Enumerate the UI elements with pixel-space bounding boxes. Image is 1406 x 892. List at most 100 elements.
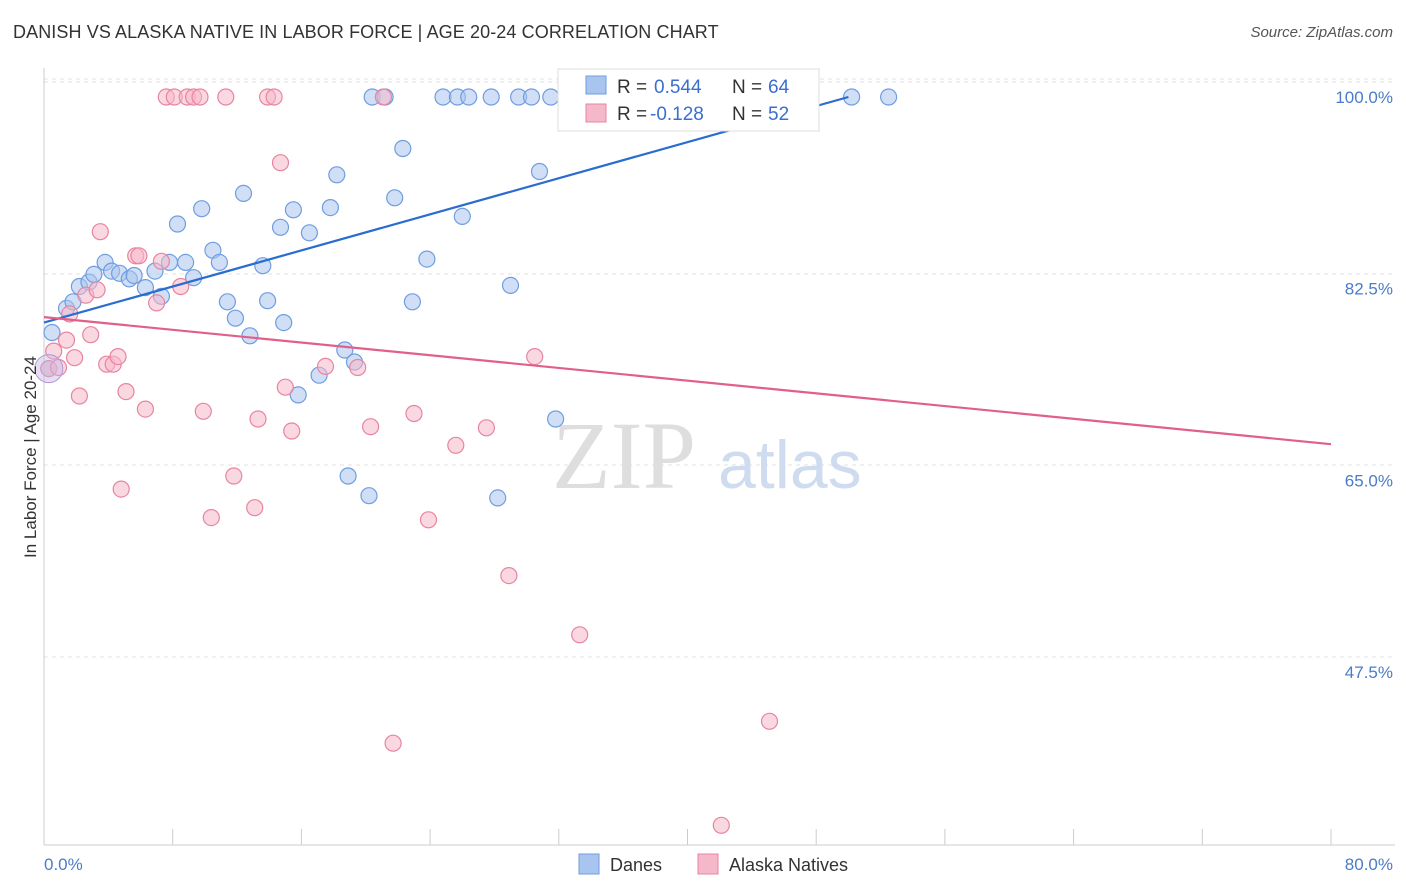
- alaska-natives-point-15: [117, 383, 135, 401]
- alaska-natives-point-43: [405, 404, 423, 423]
- danes-point-41: [386, 189, 404, 207]
- x-tick-label-max: 80.0%: [1345, 855, 1393, 874]
- series-legend-swatch-alaska: [697, 853, 719, 875]
- alaska-natives-point-39: [349, 358, 367, 377]
- trend-lines: [43, 95, 1332, 446]
- danes-point-29: [284, 201, 302, 219]
- chart-title: DANISH VS ALASKA NATIVE IN LABOR FORCE |…: [13, 22, 719, 42]
- watermark-zip: ZIP: [552, 402, 696, 509]
- alaska-natives-point-31: [246, 499, 264, 517]
- alaska-natives-point-37: [283, 422, 301, 440]
- alaska-natives-point-35: [271, 154, 290, 172]
- correlation-legend: R = 0.544 N = 64 R = -0.128 N = 52: [557, 68, 820, 132]
- alaska-natives-point-6: [70, 387, 89, 405]
- x-ticks: [43, 829, 1332, 845]
- legend-r-value-alaska: -0.128: [650, 104, 704, 125]
- alaska-natives-point-8: [82, 326, 100, 344]
- alaska-natives-point-36: [276, 378, 294, 396]
- danes-point-33: [321, 199, 339, 217]
- danes-point-10: [125, 266, 143, 285]
- alaska-natives-point-51: [760, 712, 779, 730]
- danes-point-20: [210, 253, 228, 271]
- legend-r-label-danes: R =: [617, 77, 647, 98]
- alaska-natives-point-9: [88, 281, 106, 299]
- alaska-natives-point-20: [152, 252, 170, 270]
- legend-swatch-alaska: [585, 103, 607, 123]
- legend-n-value-danes: 64: [768, 77, 790, 98]
- danes-point-48: [460, 88, 478, 106]
- grid-lines: [44, 78, 1395, 658]
- alaska-natives-point-48: [526, 348, 544, 366]
- danes-point-53: [522, 88, 541, 106]
- alaska-natives-point-40: [362, 418, 380, 436]
- danes-point-31: [300, 224, 318, 242]
- alaska-natives-point-45: [447, 436, 465, 454]
- danes-point-47: [453, 207, 471, 225]
- danes-point-21: [218, 293, 236, 311]
- alaska-natives-point-3: [57, 331, 76, 349]
- legend-n-label-alaska: N =: [732, 104, 762, 125]
- danes-point-50: [489, 489, 507, 507]
- alaska-natives-point-13: [109, 348, 127, 366]
- danes-point-22: [226, 309, 244, 327]
- danes-point-49: [482, 88, 500, 106]
- danes-point-54: [530, 162, 549, 181]
- danes-point-15: [168, 215, 187, 233]
- alaska-natives-point-46: [477, 419, 495, 437]
- y-tick-labels: 47.5% 65.0% 82.5% 100.0%: [1335, 88, 1393, 682]
- y-tick-label-1: 65.0%: [1345, 471, 1393, 490]
- alaska-natives-point-47: [500, 566, 518, 585]
- alaska-natives-point-27: [194, 402, 212, 420]
- danes-point-28: [275, 314, 293, 332]
- legend-swatch-danes: [585, 75, 607, 95]
- y-tick-label-2: 82.5%: [1345, 280, 1393, 299]
- legend-n-label-danes: N =: [732, 77, 762, 98]
- danes-point-42: [394, 139, 412, 158]
- danes-point-44: [418, 250, 436, 268]
- series-legend-label-danes: Danes: [610, 855, 662, 875]
- danes-point-61: [842, 88, 861, 106]
- alaska-natives-point-5: [65, 349, 84, 367]
- danes-point-18: [193, 200, 211, 218]
- alaska-natives-point-38: [316, 357, 335, 375]
- alaska-natives-point-26: [191, 88, 209, 106]
- alaska-natives-point-49: [571, 626, 589, 644]
- danes-point-36: [339, 467, 357, 485]
- y-tick-label-0: 47.5%: [1345, 663, 1393, 682]
- danes-point-34: [328, 166, 346, 184]
- overlap-point-large: [34, 354, 64, 384]
- danes-point-30: [289, 386, 307, 404]
- alaska-natives-point-18: [136, 400, 154, 418]
- series-legend-label-alaska: Alaska Natives: [729, 855, 848, 875]
- axes: [43, 68, 1395, 846]
- alaska-natives-point-32: [249, 410, 267, 428]
- danes-point-23: [234, 184, 253, 202]
- alaska-natives-point-14: [112, 480, 130, 498]
- danes-point-11: [136, 279, 154, 297]
- alaska-natives-point-50: [712, 816, 730, 834]
- alaska-natives-point-41: [374, 88, 392, 106]
- x-tick-label-min: 0.0%: [44, 855, 83, 874]
- alaska-natives-point-29: [217, 88, 235, 106]
- danes-trend-line: [43, 95, 849, 324]
- watermark: ZIP atlas: [552, 402, 862, 509]
- alaska-natives-point-10: [91, 223, 109, 241]
- alaska-natives-point-17: [130, 247, 148, 265]
- danes-point-43: [403, 293, 421, 311]
- alaska-natives-point-42: [384, 734, 402, 752]
- alaska-natives-point-19: [148, 294, 166, 312]
- source-label: Source: ZipAtlas.com: [1250, 24, 1393, 41]
- danes-point-0: [43, 323, 61, 342]
- legend-r-value-danes: 0.544: [654, 77, 702, 98]
- y-axis-title: In Labor Force | Age 20-24: [21, 356, 40, 558]
- alaska-natives-trend-line: [43, 316, 1332, 446]
- series-legend: Danes Alaska Natives: [578, 853, 848, 875]
- danes-point-56: [546, 410, 565, 428]
- alaska-natives-point-28: [202, 508, 220, 527]
- alaska-natives-point-34: [265, 88, 283, 106]
- danes-point-16: [177, 253, 195, 271]
- series-legend-swatch-danes: [578, 853, 600, 875]
- alaska-natives-point-30: [225, 467, 243, 485]
- danes-point-51: [501, 276, 520, 294]
